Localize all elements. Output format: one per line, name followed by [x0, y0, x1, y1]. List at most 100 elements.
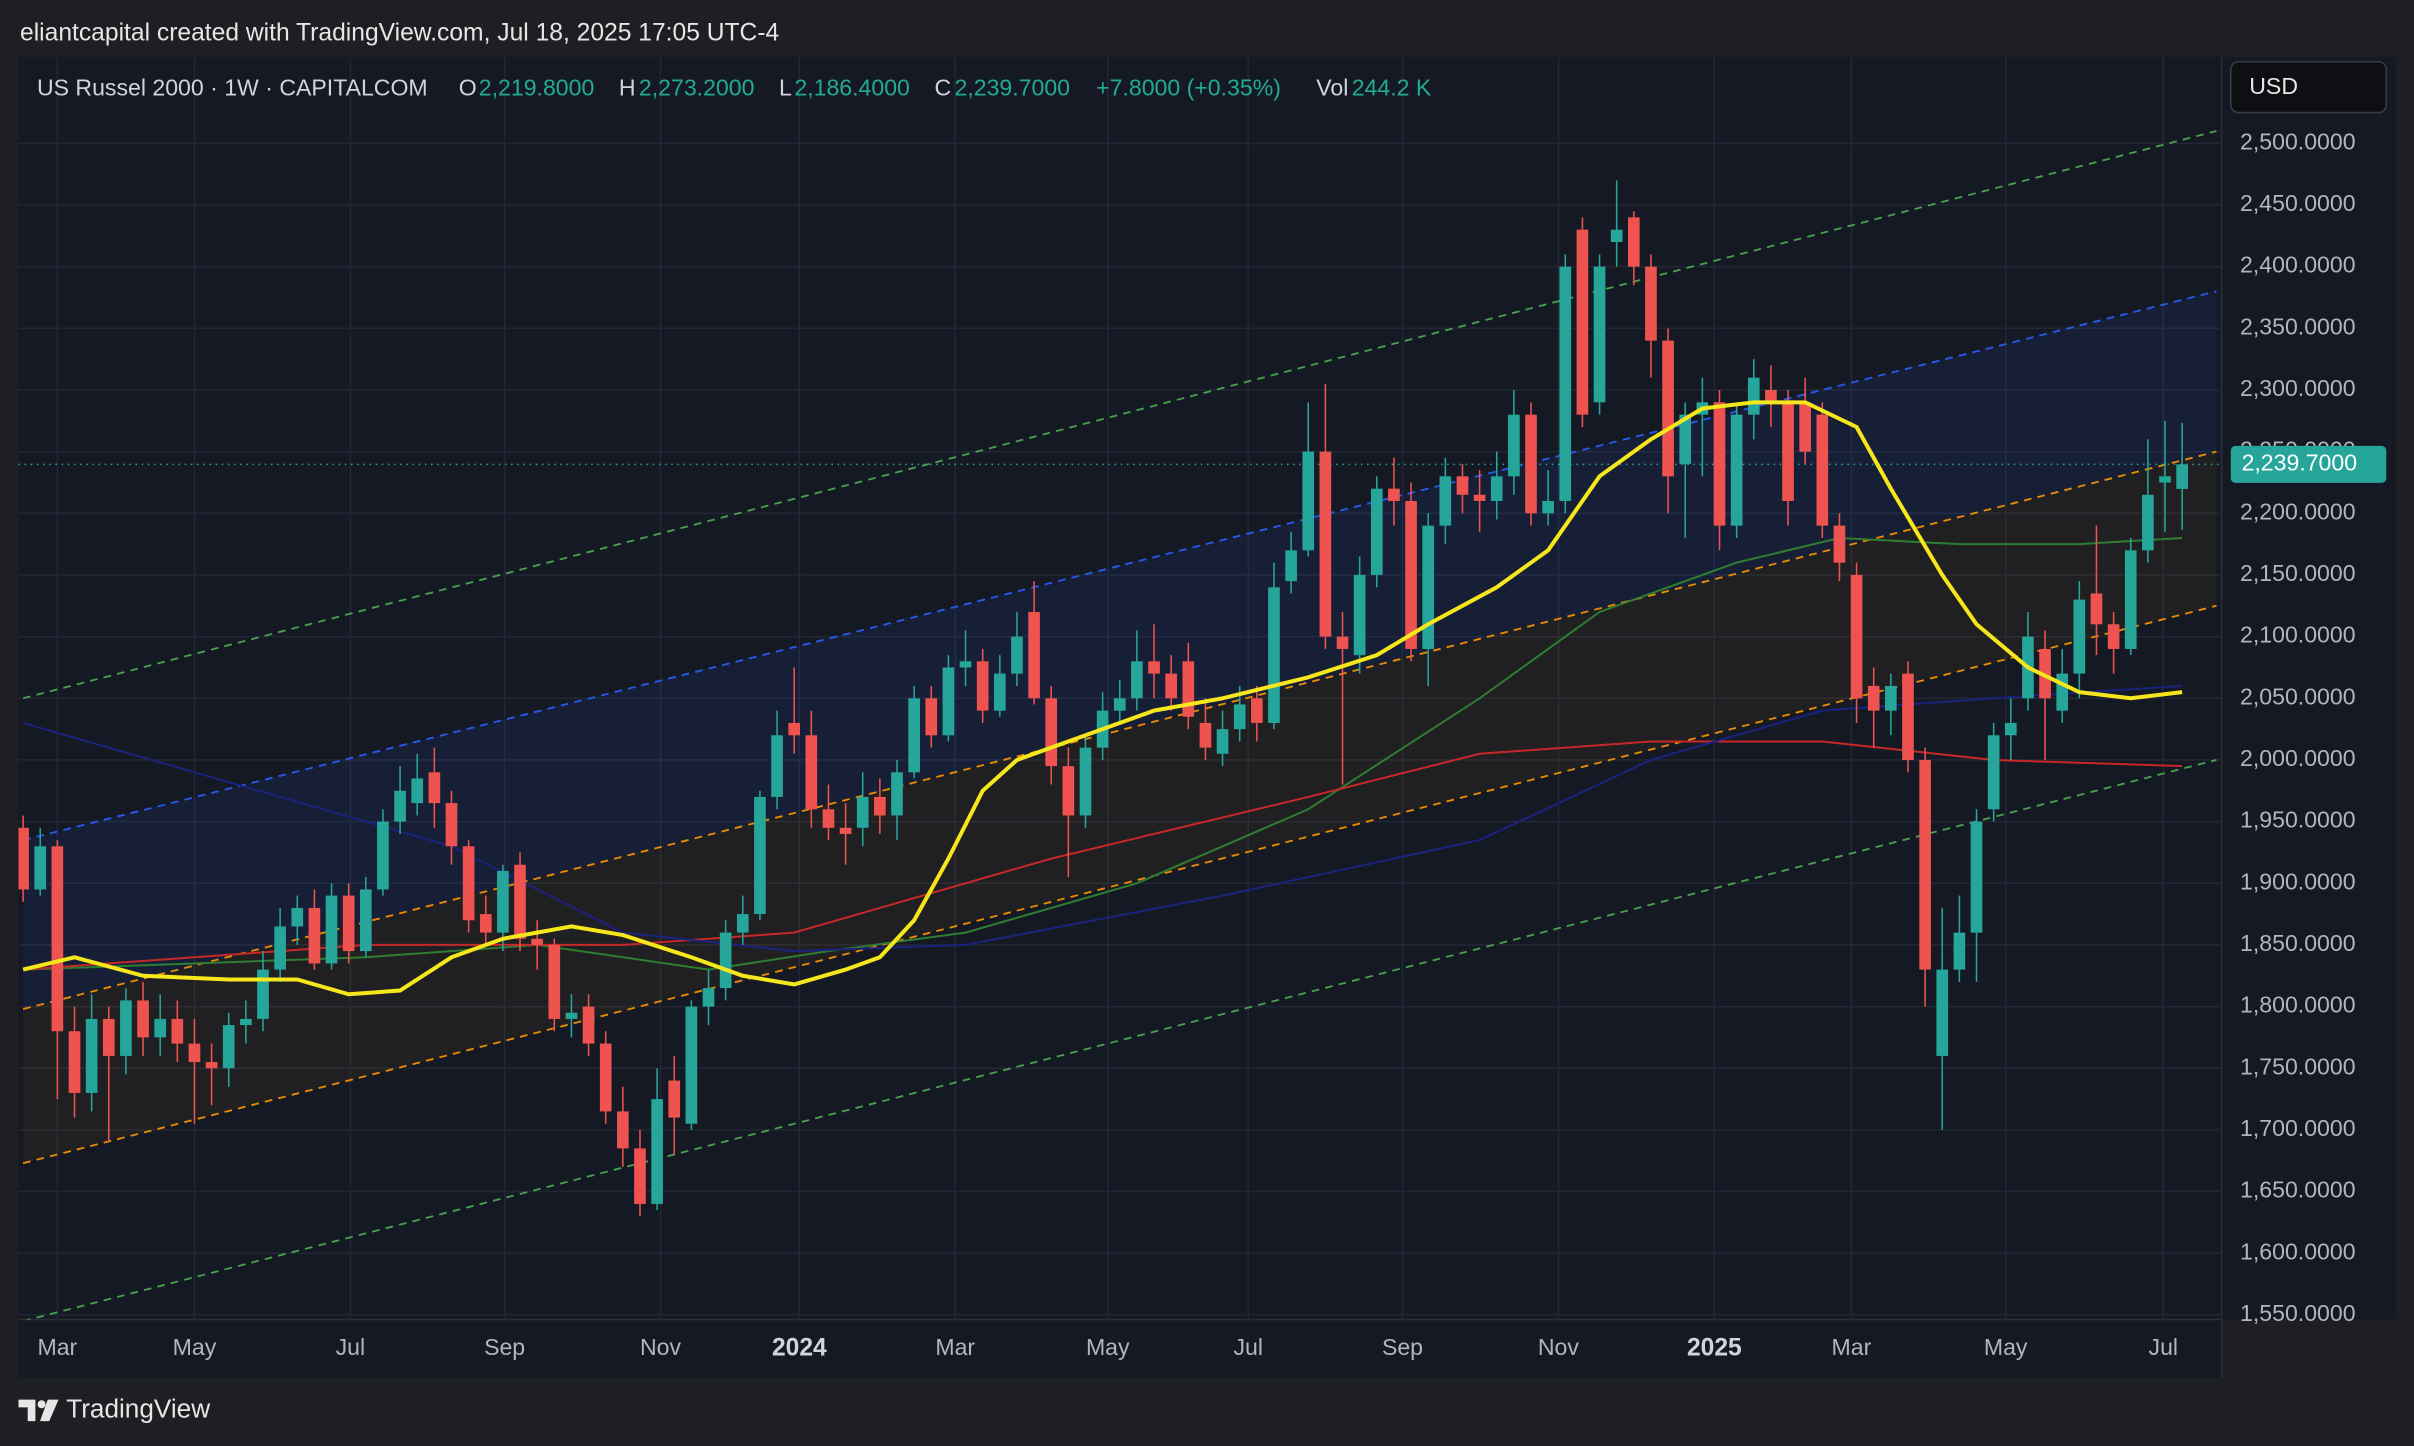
- candle-body: [1747, 377, 1760, 415]
- candle-body: [1319, 451, 1332, 637]
- candle-body: [1045, 698, 1058, 767]
- candle-body: [1713, 402, 1726, 526]
- candle-body: [137, 1000, 149, 1038]
- y-tick-label: 2,200.0000: [2240, 498, 2356, 524]
- x-tick-label: Sep: [484, 1334, 525, 1360]
- axes: 1,550.0000 1,600.0000 1,650.0000 1,700.0000…: [37, 128, 2387, 1361]
- y-tick-label: 2,350.0000: [2240, 313, 2356, 339]
- candle-body: [788, 722, 801, 736]
- y-tick-label: 1,700.0000: [2240, 1115, 2356, 1141]
- x-tick-label: Mar: [1832, 1334, 1872, 1360]
- candle-body: [34, 846, 47, 890]
- candle-body: [1028, 611, 1040, 699]
- candle-body: [1645, 266, 1657, 341]
- candle-body: [582, 1006, 595, 1044]
- candle-body: [1353, 574, 1366, 656]
- candle-body: [1370, 488, 1383, 575]
- candle-body: [51, 846, 64, 1032]
- y-tick-label: 2,100.0000: [2240, 622, 2356, 648]
- x-tick-label: Nov: [1538, 1334, 1580, 1360]
- candle-body: [377, 821, 389, 890]
- candle-body: [1062, 766, 1075, 816]
- candle-body: [891, 772, 903, 816]
- y-tick-label: 1,800.0000: [2240, 992, 2356, 1018]
- x-tick-label: May: [1984, 1334, 2028, 1360]
- price-tag-label: 2,239.7000: [2242, 449, 2358, 475]
- price-tag: [2230, 445, 2387, 483]
- candle-body: [394, 790, 406, 822]
- candle-body: [1867, 685, 1880, 711]
- candle-body: [1919, 759, 1931, 970]
- candle-body: [222, 1025, 235, 1069]
- channel-line: [25, 759, 2217, 1320]
- candle-body: [325, 895, 338, 964]
- candle-body: [1148, 661, 1160, 674]
- candle-body: [771, 735, 783, 797]
- candle-body: [2090, 593, 2103, 625]
- channel-band: [23, 451, 2217, 1164]
- candle-body: [18, 827, 29, 890]
- candle-body: [1216, 729, 1229, 754]
- time-axis: [18, 1319, 2222, 1379]
- currency[interactable]: USD: [2249, 73, 2298, 99]
- candle-body: [531, 938, 543, 945]
- candle-body: [154, 1018, 167, 1038]
- candle-body: [1782, 402, 1794, 501]
- plot: [18, 57, 2222, 1320]
- moving-average: [23, 536, 2183, 971]
- candle-body: [1559, 266, 1572, 501]
- y-tick-label: 1,750.0000: [2240, 1053, 2356, 1079]
- candle-body: [257, 969, 269, 1019]
- y-tick-label: 1,550.0000: [2240, 1300, 2356, 1326]
- legend-value: 244.2 K: [1352, 75, 1432, 101]
- candle-body: [908, 698, 920, 773]
- y-tick-label: 1,850.0000: [2240, 930, 2356, 956]
- candle-body: [1833, 525, 1846, 563]
- candle-body: [1627, 217, 1640, 267]
- legend-value: 2,239.7000: [955, 75, 1071, 101]
- legend-change: +7.8000 (+0.35%): [1096, 75, 1281, 101]
- candle-body: [359, 889, 372, 952]
- candle-body: [1388, 488, 1400, 501]
- candle-body: [1011, 636, 1023, 674]
- candle-body: [462, 846, 475, 921]
- candle-body: [2176, 464, 2188, 489]
- candle-body: [805, 735, 818, 810]
- candle-body: [2073, 599, 2086, 674]
- y-tick-label: 2,500.0000: [2240, 128, 2356, 154]
- candle-body: [1850, 574, 1863, 699]
- candle-body: [445, 803, 458, 847]
- candle-body: [2142, 494, 2154, 551]
- x-tick-label: Mar: [37, 1334, 77, 1360]
- x-tick-label: May: [1086, 1334, 1130, 1360]
- candle-body: [651, 1099, 663, 1204]
- candle-body: [925, 698, 938, 736]
- candle-body: [702, 988, 715, 1007]
- candle-body: [1970, 821, 1983, 933]
- candle-body: [68, 1031, 81, 1093]
- y-tick-label: 1,950.0000: [2240, 807, 2356, 833]
- candle-body: [993, 673, 1006, 711]
- candle-body: [85, 1018, 98, 1093]
- candle-body: [342, 895, 355, 952]
- currency-button[interactable]: [2230, 60, 2388, 114]
- candle-body: [205, 1062, 218, 1069]
- candle-body: [1285, 550, 1297, 582]
- x-tick-label: Sep: [1382, 1334, 1423, 1360]
- candle-body: [171, 1018, 184, 1044]
- candle-body: [2004, 722, 2017, 736]
- candle-body: [1902, 673, 1914, 760]
- candle-body: [1799, 402, 1811, 452]
- candle-body: [1131, 661, 1143, 699]
- price-axis: [2221, 57, 2396, 1320]
- candle-body: [1730, 414, 1743, 526]
- candle-body: [120, 1000, 132, 1056]
- y-tick-label: 2,000.0000: [2240, 745, 2356, 771]
- y-tick-label: 1,600.0000: [2240, 1238, 2356, 1264]
- candle-body: [1079, 747, 1092, 816]
- candle-body: [1765, 389, 1777, 403]
- brand: TradingView: [66, 1393, 210, 1423]
- x-tick-label: Mar: [935, 1334, 975, 1360]
- candle-body: [1251, 698, 1263, 723]
